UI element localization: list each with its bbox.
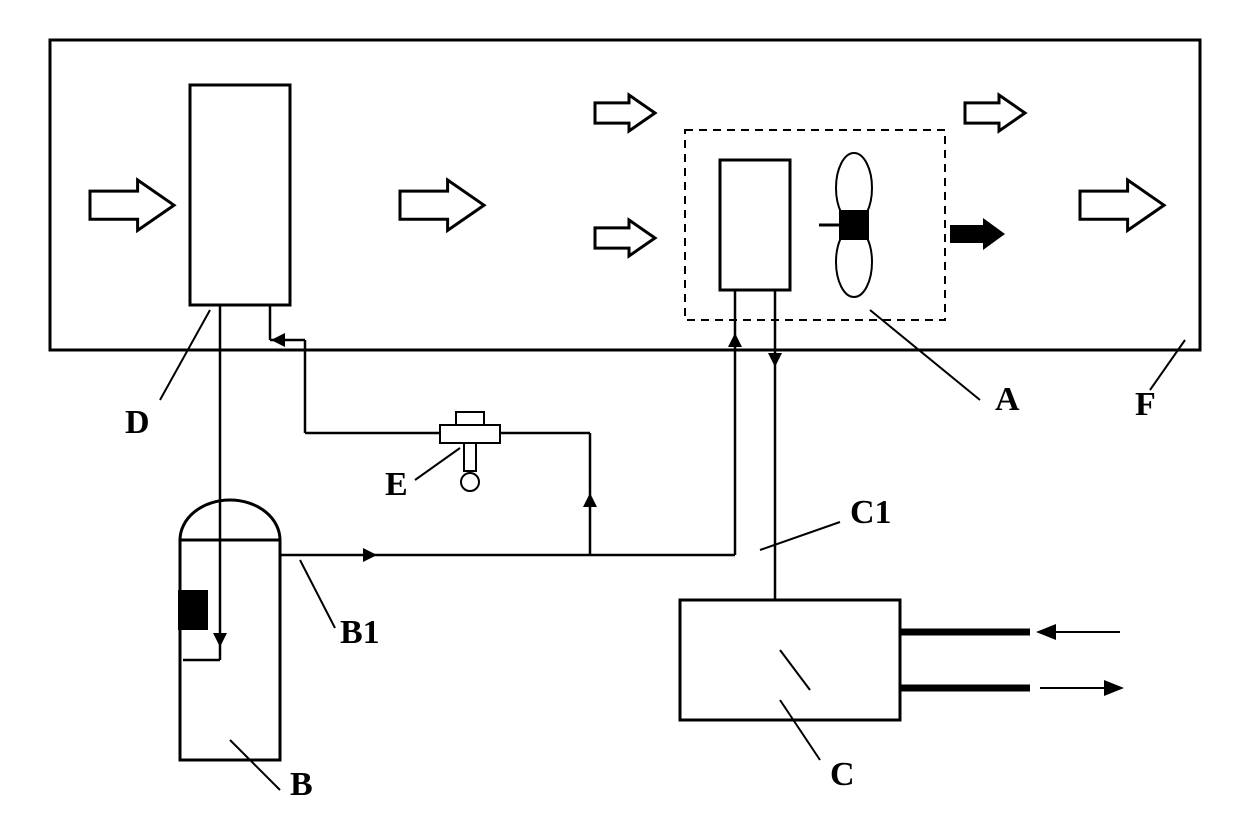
valve-stem bbox=[464, 443, 476, 471]
flow-arrowhead bbox=[728, 333, 742, 347]
component-C bbox=[680, 600, 900, 720]
flow-arrowhead bbox=[271, 333, 285, 347]
valve-cap bbox=[456, 412, 484, 425]
label-B1: B1 bbox=[340, 614, 380, 652]
fan-hub bbox=[839, 210, 869, 240]
valve-knob bbox=[461, 473, 479, 491]
leader-line bbox=[870, 310, 980, 400]
flow-arrow-solid bbox=[950, 218, 1005, 250]
leader-line bbox=[300, 560, 335, 628]
flow-arrow-open bbox=[400, 180, 484, 230]
label-C1: C1 bbox=[850, 494, 892, 532]
diagram-canvas: ABB1CC1DEF bbox=[20, 20, 1220, 800]
flow-arrow-open bbox=[1080, 180, 1164, 230]
leader-line bbox=[160, 310, 210, 400]
label-A: A bbox=[995, 381, 1020, 419]
flow-arrow-open bbox=[90, 180, 174, 230]
flow-arrow-open bbox=[595, 220, 655, 256]
label-E: E bbox=[385, 466, 408, 504]
coil-inside-A bbox=[720, 160, 790, 290]
leader-line bbox=[760, 522, 840, 550]
flow-arrow-open bbox=[965, 95, 1025, 131]
valve-body bbox=[440, 425, 500, 443]
label-F: F bbox=[1135, 386, 1156, 424]
flow-arrowhead bbox=[583, 493, 597, 507]
label-D: D bbox=[125, 404, 150, 442]
compressor-terminal bbox=[178, 590, 208, 630]
compressor-dome bbox=[180, 500, 280, 540]
flow-arrow-open bbox=[595, 95, 655, 131]
compressor-body-B bbox=[180, 540, 280, 760]
leader-line bbox=[415, 448, 460, 480]
label-B: B bbox=[290, 766, 313, 804]
leader-line bbox=[1150, 340, 1185, 390]
diagram-svg bbox=[20, 20, 1220, 800]
flow-arrowhead bbox=[768, 353, 782, 367]
component-D bbox=[190, 85, 290, 305]
flow-arrowhead bbox=[363, 548, 377, 562]
label-C: C bbox=[830, 756, 855, 794]
